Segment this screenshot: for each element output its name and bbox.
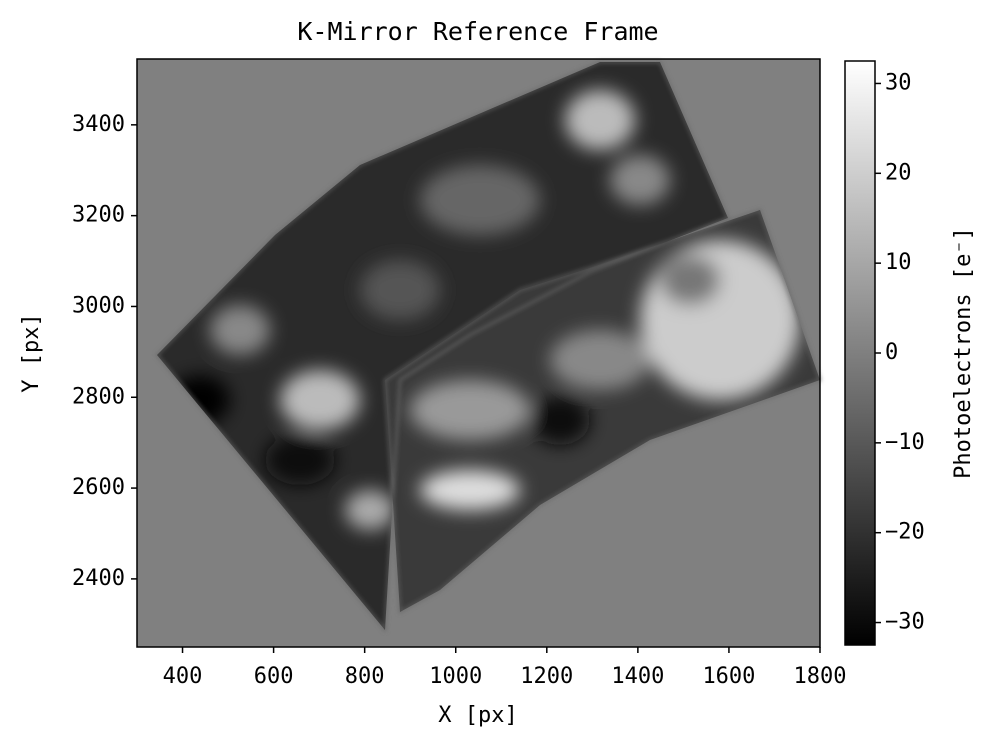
x-tick-label: 1200 [520,664,573,689]
colorbar-tick-label: −20 [885,520,925,545]
colorbar [844,60,876,646]
colorbar-label: Photoelectrons [e⁻] [951,227,976,479]
x-tick-label: 1800 [794,664,847,689]
colorbar-tick-label: −30 [885,610,925,635]
y-tick-label: 2600 [72,475,125,500]
y-tick-label: 3000 [72,293,125,318]
y-tick-label: 3200 [72,203,125,228]
x-tick-label: 1400 [611,664,664,689]
x-tick-label: 800 [345,664,385,689]
y-tick-label: 3400 [72,112,125,137]
y-axis-label: Y [px] [19,313,44,392]
x-tick-label: 600 [254,664,294,689]
chart-title: K-Mirror Reference Frame [297,17,658,46]
colorbar-tick-label: 0 [885,340,898,365]
plot-frame [136,58,821,648]
x-axis-label: X [px] [438,703,517,728]
colorbar-tick-label: 10 [885,250,912,275]
x-tick-label: 1000 [429,664,482,689]
colorbar-tick-label: 20 [885,160,912,185]
x-tick-label: 400 [163,664,203,689]
colorbar-tick-label: −10 [885,430,925,455]
colorbar-tick-label: 30 [885,70,912,95]
x-tick-label: 1600 [702,664,755,689]
y-tick-label: 2800 [72,384,125,409]
y-tick-label: 2400 [72,566,125,591]
